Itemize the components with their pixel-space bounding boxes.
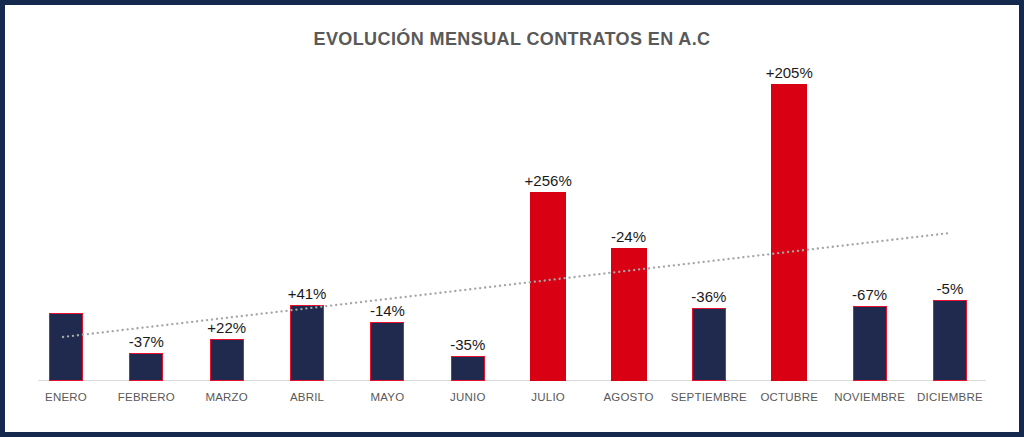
bar-group-octubre: +205% (744, 65, 834, 382)
bar-group-noviembre: -67% (825, 287, 915, 382)
bar-value-label: +205% (766, 65, 813, 82)
bar-group-mayo: -14% (342, 303, 432, 382)
bar-value-label: -36% (691, 289, 726, 306)
bar-value-label: -37% (129, 334, 164, 351)
bar-noviembre (853, 306, 887, 381)
bar-group-marzo: +22% (182, 320, 272, 382)
chart: EVOLUCIÓN MENSUAL CONTRATOS EN A.C ENERO… (0, 0, 1024, 437)
chart-title: EVOLUCIÓN MENSUAL CONTRATOS EN A.C (0, 29, 1024, 50)
bar-value-label: -35% (450, 337, 485, 354)
bar-group-diciembre: -5% (905, 281, 995, 382)
bar-group-septiembre: -36% (664, 289, 754, 382)
bar-group-abril: +41% (262, 286, 352, 382)
bar-group-febrero: -37% (101, 334, 191, 382)
plot-area: ENERO-37%FEBRERO+22%MARZO+41%ABRIL-14%MA… (0, 0, 1024, 437)
bar-abril (290, 305, 324, 381)
bar-value-label: +41% (288, 286, 327, 303)
bar-febrero (129, 353, 163, 381)
bar-marzo (210, 339, 244, 381)
bar-value-label: -5% (937, 281, 964, 298)
bar-group-junio: -35% (423, 337, 513, 382)
bar-julio (530, 192, 566, 381)
x-axis-label-diciembre: DICIEMBRE (895, 391, 1005, 403)
bar-agosto (611, 248, 647, 381)
bar-value-label: -14% (370, 303, 405, 320)
bar-diciembre (933, 300, 967, 381)
bar-junio (451, 356, 485, 381)
bar-septiembre (692, 308, 726, 381)
bar-octubre (771, 84, 807, 381)
bar-value-label: -67% (852, 287, 887, 304)
bar-value-label: +256% (525, 173, 572, 190)
bar-group-enero (21, 313, 111, 381)
bar-value-label: +22% (207, 320, 246, 337)
bar-group-agosto: -24% (584, 229, 674, 382)
bar-group-julio: +256% (503, 173, 593, 382)
bar-enero (49, 313, 83, 381)
bar-mayo (370, 322, 404, 381)
bar-value-label: -24% (611, 229, 646, 246)
